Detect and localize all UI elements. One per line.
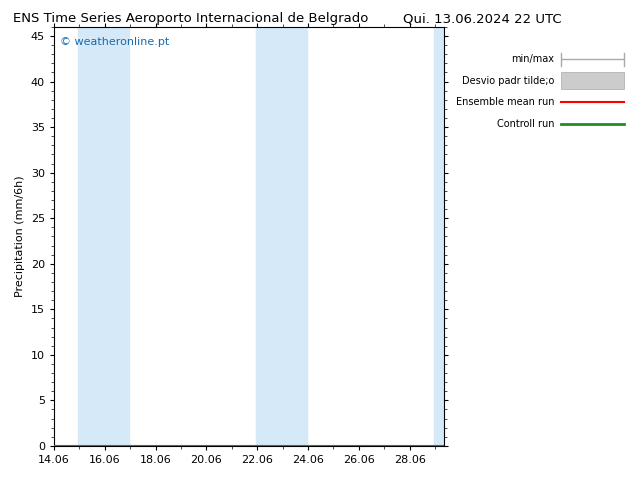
Text: Qui. 13.06.2024 22 UTC: Qui. 13.06.2024 22 UTC (403, 12, 561, 25)
Text: Ensemble mean run: Ensemble mean run (456, 98, 554, 107)
Text: Controll run: Controll run (497, 119, 554, 129)
Bar (434, 27, 444, 446)
FancyBboxPatch shape (561, 73, 624, 89)
Text: Desvio padr tilde;o: Desvio padr tilde;o (462, 76, 554, 86)
Bar (256, 27, 307, 446)
Text: min/max: min/max (512, 54, 554, 64)
Text: ENS Time Series Aeroporto Internacional de Belgrado: ENS Time Series Aeroporto Internacional … (13, 12, 368, 25)
Text: © weatheronline.pt: © weatheronline.pt (60, 37, 169, 48)
Y-axis label: Precipitation (mm/6h): Precipitation (mm/6h) (15, 175, 25, 297)
Bar (78, 27, 129, 446)
